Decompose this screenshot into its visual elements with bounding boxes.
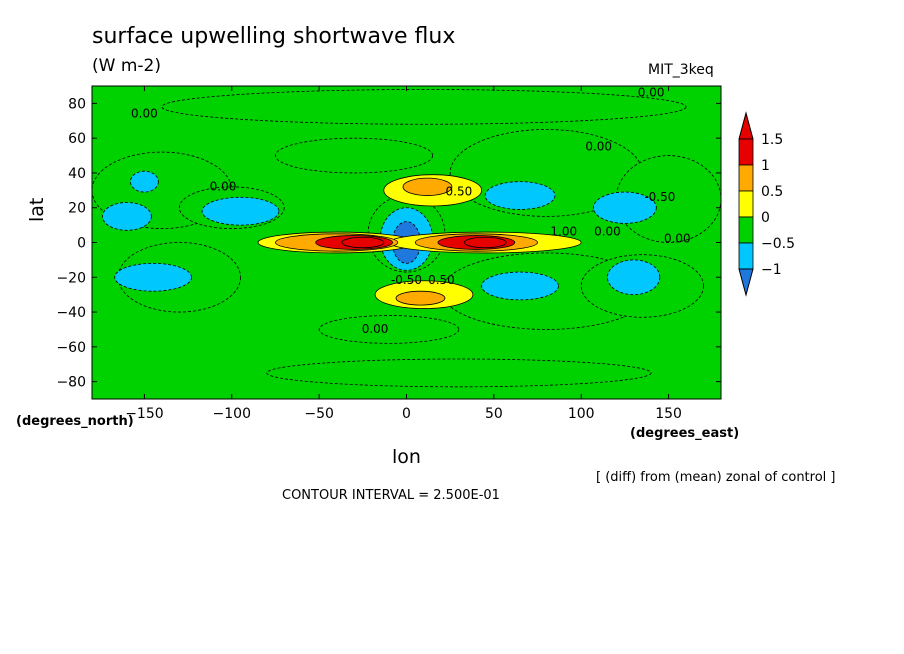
y-axis-units: (degrees_north) xyxy=(16,414,134,429)
contour-label: 0.50 xyxy=(428,273,455,287)
contour-labels: 0.00 0.00 0.00 -0.50 0.50 -0.50 0.50 0.00 0.00 1.… xyxy=(131,85,691,336)
difference-note: [ (diff) from (mean) zonal of control ] xyxy=(596,470,836,485)
contour-fills xyxy=(92,89,721,388)
contour-label: 0.00 xyxy=(210,179,237,193)
x-axis-ticks: −150 −100 −50 0 50 100 150 xyxy=(125,86,682,422)
contour-label: 0.00 xyxy=(594,225,621,239)
contour-region xyxy=(201,196,280,226)
x-axis-units: (degrees_east) xyxy=(630,426,740,441)
colorbar-segment xyxy=(738,190,754,218)
contour-region xyxy=(402,177,453,196)
chart-units: (W m-2) xyxy=(92,56,161,76)
x-tick-label: −100 xyxy=(213,406,251,422)
contour-region xyxy=(593,191,657,224)
contour-label: -0.50 xyxy=(391,273,422,287)
contour-label: 0.00 xyxy=(664,232,691,246)
x-tick-label: 150 xyxy=(655,406,682,422)
contour-region xyxy=(130,170,159,193)
x-axis-label: lon xyxy=(392,446,421,468)
contour-region xyxy=(266,358,652,388)
contour-label: 0.50 xyxy=(446,185,473,199)
contour-region xyxy=(161,89,687,125)
colorbar-label: 0 xyxy=(761,210,770,226)
contour-label: 0.00 xyxy=(362,322,389,336)
colorbar-label: 0.5 xyxy=(761,184,783,200)
colorbar-label: −0.5 xyxy=(761,236,795,252)
contour-region xyxy=(463,236,507,249)
colorbar-segment xyxy=(738,138,754,166)
contour-label: 0.00 xyxy=(131,106,158,120)
y-tick-label: −20 xyxy=(56,270,86,286)
colorbar-segment xyxy=(738,164,754,192)
y-tick-label: −60 xyxy=(56,340,86,356)
contour-region xyxy=(484,181,556,210)
colorbar-label: −1 xyxy=(761,262,782,278)
contour-interval: CONTOUR INTERVAL = 2.500E-01 xyxy=(282,488,500,503)
dataset-label: MIT_3keq xyxy=(648,62,714,78)
y-tick-label: −80 xyxy=(56,375,86,391)
y-tick-label: 80 xyxy=(68,96,86,112)
contour-region xyxy=(275,137,434,174)
x-tick-label: 50 xyxy=(485,406,503,422)
colorbar-top-arrow xyxy=(738,111,754,140)
contour-region xyxy=(607,259,661,296)
y-tick-label: 20 xyxy=(68,201,86,217)
colorbar-segment xyxy=(738,242,754,270)
contour-region xyxy=(341,236,385,249)
y-tick-label: −40 xyxy=(56,305,86,321)
y-tick-label: 0 xyxy=(77,236,86,252)
colorbar-bottom-arrow xyxy=(738,268,754,297)
x-tick-label: −150 xyxy=(125,406,163,422)
x-tick-label: 0 xyxy=(402,406,411,422)
colorbar: −1 −0.5 0 0.5 1 1.5 xyxy=(738,111,795,297)
y-tick-label: 60 xyxy=(68,131,86,147)
x-tick-label: −50 xyxy=(304,406,334,422)
contour-region xyxy=(102,202,152,231)
colorbar-segment xyxy=(738,216,754,244)
colorbar-label: 1.5 xyxy=(761,132,783,148)
contour-label: 0.00 xyxy=(638,85,665,99)
contour-label: 0.00 xyxy=(585,139,612,153)
contour-region xyxy=(114,262,192,292)
contour-region xyxy=(395,290,446,306)
y-tick-label: 40 xyxy=(68,166,86,182)
colorbar-label: 1 xyxy=(761,158,770,174)
contour-region xyxy=(481,271,559,301)
contour-label: -0.50 xyxy=(644,190,675,204)
y-axis-ticks: 80 60 40 20 0 −20 −40 −60 −80 xyxy=(56,96,721,391)
contour-region xyxy=(318,315,460,344)
chart-title: surface upwelling shortwave flux xyxy=(92,24,456,49)
contour-label: 1.00 xyxy=(550,225,577,239)
x-tick-label: 100 xyxy=(568,406,595,422)
